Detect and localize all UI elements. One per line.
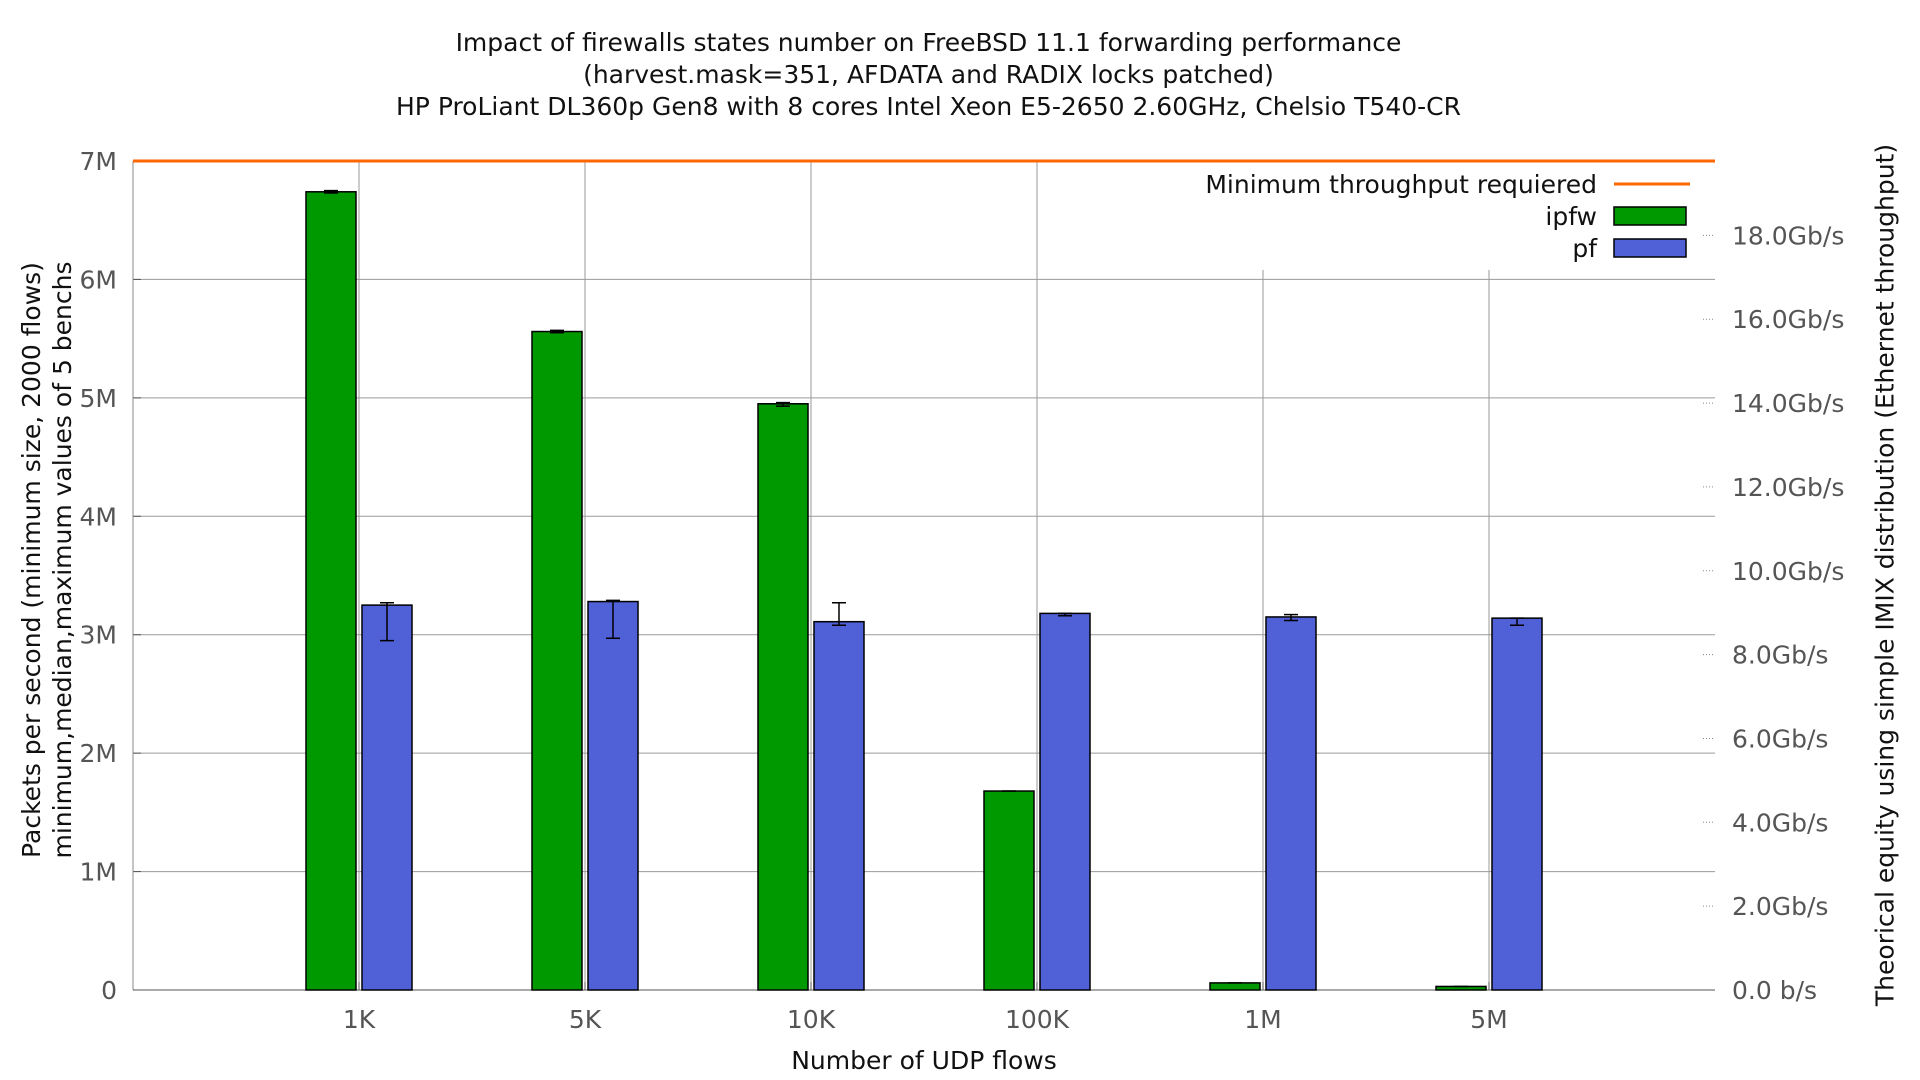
y2-tick-label: 8.0Gb/s <box>1732 641 1828 670</box>
y-tick-label: 5M <box>80 384 117 413</box>
bar-ipfw <box>983 790 1035 991</box>
chart-title-line-1: Impact of firewalls states number on Fre… <box>455 28 1402 57</box>
y2-tick-label: 2.0Gb/s <box>1732 892 1828 921</box>
y2-tick-label: 6.0Gb/s <box>1732 724 1828 753</box>
y2-tick-label: 18.0Gb/s <box>1732 221 1844 250</box>
y2-tick-label: 12.0Gb/s <box>1732 473 1844 502</box>
bar-pf <box>587 600 639 991</box>
bar-pf <box>1491 617 1543 991</box>
y2-tick-label: 10.0Gb/s <box>1732 557 1844 586</box>
y2-tick-label: 0.0 b/s <box>1732 976 1817 1005</box>
y-tick-label: 6M <box>80 265 117 294</box>
chart-title-line-2: (harvest.mask=351, AFDATA and RADIX lock… <box>583 60 1274 89</box>
y-tick-label: 3M <box>80 621 117 650</box>
bar-pf <box>1265 616 1317 991</box>
x-tick-label: 1M <box>1244 1005 1281 1034</box>
bar-pf <box>361 604 413 991</box>
y-tick-label: 7M <box>80 147 117 176</box>
y-tick-label: 4M <box>80 502 117 531</box>
legend-pf-swatch <box>1613 238 1687 258</box>
bar-ipfw <box>1209 982 1261 991</box>
x-tick-label: 5M <box>1470 1005 1507 1034</box>
y-tick-label: 1M <box>80 858 117 887</box>
legend-reference-label: Minimum throughput requiered <box>1205 170 1597 199</box>
legend-pf-label: pf <box>1572 234 1598 263</box>
legend-ipfw-swatch <box>1613 206 1687 226</box>
x-tick-label: 10K <box>787 1005 836 1034</box>
y2-tick-label: 4.0Gb/s <box>1732 808 1828 837</box>
bar-ipfw <box>757 403 809 991</box>
y-tick-label: 0 <box>101 976 117 1005</box>
y2-tick-label: 16.0Gb/s <box>1732 305 1844 334</box>
x-tick-label: 5K <box>569 1005 602 1034</box>
bar-pf <box>1039 612 1091 991</box>
bar-pf <box>813 620 865 991</box>
bar-ipfw <box>531 330 583 991</box>
y-tick-label: 2M <box>80 739 117 768</box>
x-tick-label: 100K <box>1005 1005 1070 1034</box>
y2-tick-label: 14.0Gb/s <box>1732 389 1844 418</box>
x-axis-title: Number of UDP flows <box>791 1046 1057 1075</box>
legend-ipfw-label: ipfw <box>1545 202 1597 231</box>
bar-ipfw <box>305 191 357 991</box>
chart-title-line-3: HP ProLiant DL360p Gen8 with 8 cores Int… <box>396 92 1461 121</box>
legend-background <box>1195 168 1695 268</box>
x-tick-label: 1K <box>343 1005 376 1034</box>
